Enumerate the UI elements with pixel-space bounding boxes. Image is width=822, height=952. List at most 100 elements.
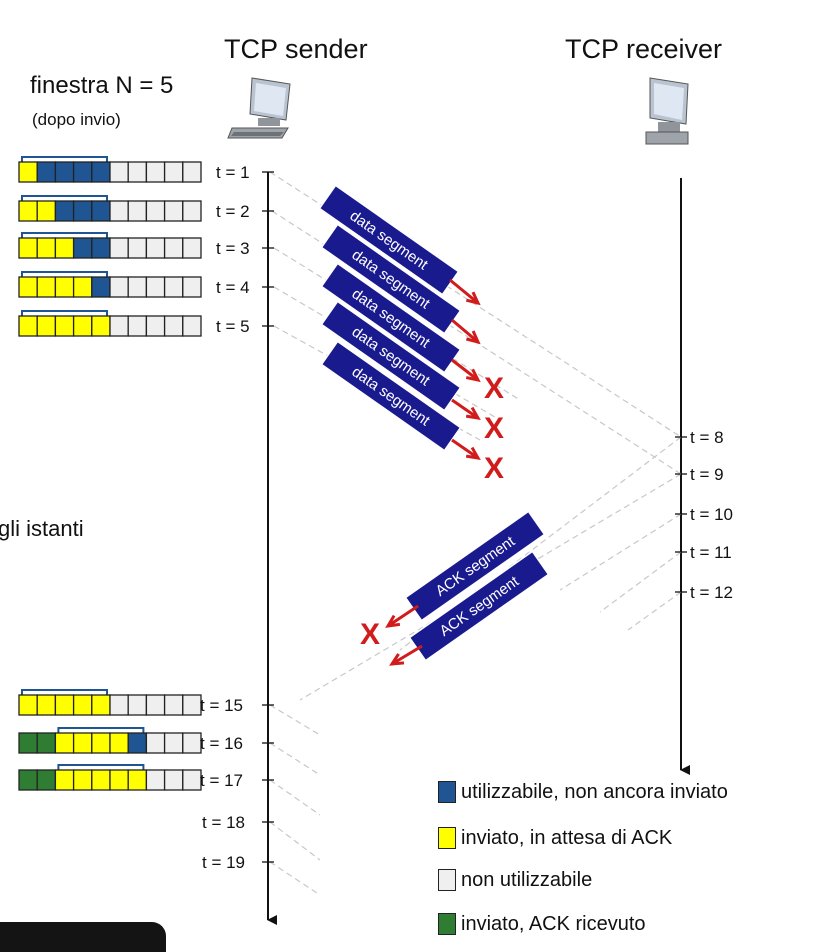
window-bracket [57, 764, 145, 770]
window-row: t = 1 [18, 156, 274, 183]
window-cell [72, 237, 93, 259]
red-arrow [449, 278, 479, 305]
window-cell [145, 161, 166, 183]
window-cell [18, 276, 38, 298]
window-cell [127, 237, 148, 259]
window-bracket [21, 689, 108, 695]
legend-item: utilizzabile, non ancora inviato [438, 778, 728, 806]
time-label: t = 15 [200, 696, 243, 715]
red-arrow [391, 644, 423, 666]
dashed-line [269, 704, 321, 736]
time-label: t = 19 [202, 853, 245, 872]
window-row: t = 3 [18, 232, 274, 259]
window-cell [145, 694, 166, 716]
window-cell [127, 276, 148, 298]
window-cell [18, 237, 38, 259]
window-cell [127, 694, 148, 716]
window-cell [109, 315, 129, 337]
window-row: t = 2 [18, 195, 274, 222]
window-cell [182, 237, 202, 259]
time-label: t = 2 [216, 202, 250, 221]
window-cell [18, 200, 38, 222]
dashed-line [269, 821, 321, 861]
red-arrowhead [465, 406, 481, 420]
window-cell [91, 694, 111, 716]
time-label: t = 16 [200, 734, 243, 753]
window-cell [109, 732, 129, 754]
dashed-line [599, 551, 682, 613]
window-row: t = 17 [18, 764, 274, 791]
window-cell [18, 315, 38, 337]
window-bracket [57, 727, 145, 733]
dashed-line [269, 861, 321, 896]
window-cell [127, 732, 148, 754]
window-cell [72, 161, 93, 183]
window-cell [163, 276, 184, 298]
red-arrowhead [385, 614, 401, 628]
window-bracket [21, 232, 108, 238]
time-label: t = 4 [216, 278, 250, 297]
red-arrowhead [466, 330, 481, 345]
sender-window-rows: t = 1 t = 2 t = 3 t = 4 t = 5 t = 15 t = 16 t =… [18, 156, 274, 791]
sender-label: TCP sender [224, 34, 368, 64]
window-cell [91, 161, 111, 183]
window-cell [91, 276, 111, 298]
window-cell [54, 732, 75, 754]
legend-label: inviato, ACK ricevuto [461, 912, 646, 935]
loss-x-icon: X [484, 412, 504, 445]
loss-x-icon: X [484, 372, 504, 405]
legend-swatch [438, 827, 456, 849]
window-cell [163, 200, 184, 222]
dashed-line [269, 742, 321, 776]
window-cell [127, 200, 148, 222]
window-cell [72, 769, 93, 791]
window-cell [72, 732, 93, 754]
window-cell [109, 237, 129, 259]
window-cell [109, 276, 129, 298]
red-arrow [451, 398, 479, 420]
time-label: t = 12 [690, 583, 733, 602]
window-cell [145, 276, 166, 298]
loss-x-icon: X [484, 452, 504, 485]
receiver-label: TCP receiver [565, 34, 722, 64]
time-label: t = 3 [216, 239, 250, 258]
window-subtitle: (dopo invio) [32, 110, 121, 129]
window-cell [91, 315, 111, 337]
time-label: t = 11 [690, 543, 732, 562]
legend-label: non utilizzabile [461, 868, 593, 891]
window-cell [109, 200, 129, 222]
time-label: t = 18 [202, 813, 245, 832]
dashed-line [269, 779, 321, 816]
window-cell [36, 694, 57, 716]
legend-item: inviato, ACK ricevuto [438, 910, 646, 938]
window-cell [91, 732, 111, 754]
window-cell [36, 276, 57, 298]
window-cell [36, 732, 57, 754]
window-cell [182, 161, 202, 183]
window-cell [18, 732, 38, 754]
window-cell [145, 732, 166, 754]
window-bracket [21, 310, 108, 316]
dashed-line [559, 513, 682, 591]
time-label: t = 5 [216, 317, 250, 336]
time-label: t = 10 [690, 505, 733, 524]
window-cell [163, 161, 184, 183]
window-cell [182, 732, 202, 754]
window-bracket [21, 271, 108, 277]
window-cell [36, 161, 57, 183]
window-cell [163, 769, 184, 791]
window-row: t = 15 [18, 689, 274, 716]
window-cell [72, 200, 93, 222]
window-cell [54, 769, 75, 791]
window-cell [145, 237, 166, 259]
window-cell [18, 694, 38, 716]
window-cell [36, 237, 57, 259]
window-cell [182, 769, 202, 791]
window-cell [182, 200, 202, 222]
window-cell [72, 694, 93, 716]
window-cell [91, 200, 111, 222]
red-arrow [451, 358, 479, 382]
window-cell [163, 237, 184, 259]
legend-label: inviato, in attesa di ACK [461, 826, 673, 849]
